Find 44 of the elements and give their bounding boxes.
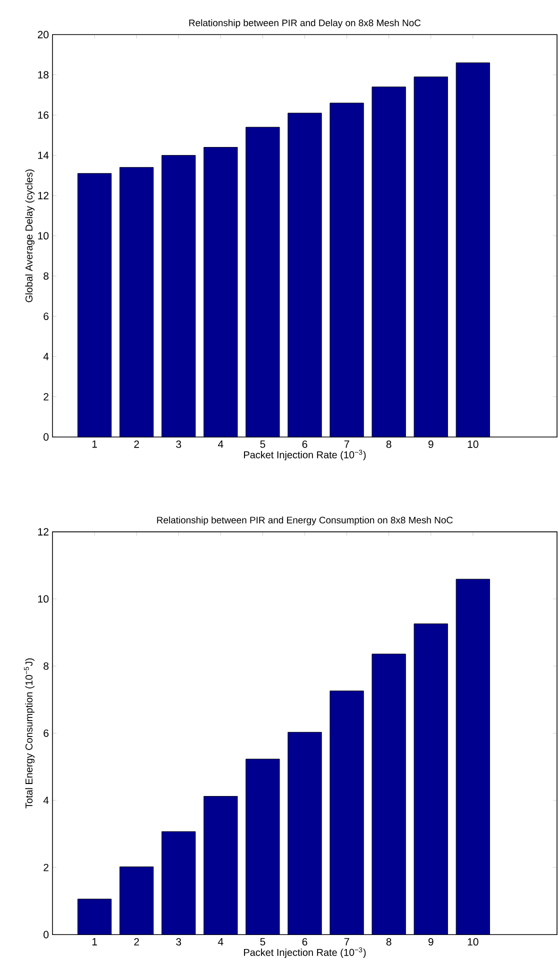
x-axis-title: Packet Injection Rate (10$^{−3}$): [244, 947, 366, 958]
x-tick-label: 3: [176, 938, 182, 946]
x-tick-label: 8: [386, 440, 392, 448]
x-tick-label: 2: [134, 938, 139, 946]
y-tick-label: 0: [44, 433, 49, 441]
x-tick-label: 10: [468, 440, 478, 448]
x-tick-label: 1: [92, 440, 97, 448]
chart-title: Relationship between PIR and Delay on 8x8 Mesh NoC: [189, 19, 421, 28]
x-tick-label: 7: [344, 440, 350, 448]
y-tick-label: 20: [38, 30, 49, 38]
x-tick-label: 4: [218, 440, 224, 448]
y-tick-label: 14: [38, 152, 49, 159]
x-tick-label: 6: [302, 938, 308, 946]
x-tick-label: 1: [92, 938, 97, 946]
y-tick-label: 0: [44, 930, 49, 938]
x-tick-label: 7: [344, 938, 350, 946]
y-axis-title: Global Average Delay (cycles): [25, 170, 34, 302]
x-axis-title: Packet Injection Rate (10$^{−3}$): [244, 450, 366, 460]
x-tick-label: 4: [218, 938, 224, 946]
y-tick-label: 10: [38, 595, 49, 603]
y-tick-label: 16: [38, 111, 49, 119]
y-tick-label: 12: [38, 192, 48, 200]
y-tick-label: 8: [44, 272, 49, 280]
x-tick-label: 2: [134, 440, 139, 448]
y-tick-label: 6: [44, 312, 49, 320]
x-tick-label: 9: [428, 440, 434, 448]
y-tick-label: 10: [38, 232, 49, 240]
chart-title: Relationship between PIR and Energy Consumption on 8x8 Mesh NoC: [157, 516, 453, 526]
x-tick-label: 3: [176, 440, 182, 448]
x-tick-label: 6: [302, 440, 308, 448]
y-tick-label: 8: [44, 662, 49, 670]
y-tick-label: 4: [43, 352, 49, 360]
x-tick-label: 9: [428, 938, 434, 946]
y-tick-label: 18: [38, 71, 49, 79]
x-tick-label: 10: [468, 938, 478, 946]
y-tick-label: 12: [38, 528, 48, 536]
y-tick-label: 4: [43, 796, 49, 804]
y-tick-label: 2: [44, 393, 48, 400]
x-tick-label: 8: [386, 938, 392, 946]
y-tick-label: 2: [44, 864, 48, 872]
y-tick-label: 6: [44, 730, 49, 737]
y-axis-title: Total Energy Consumption (10$^{−5}$J): [24, 658, 34, 808]
x-tick-label: 5: [260, 938, 266, 946]
x-tick-label: 5: [260, 440, 266, 448]
